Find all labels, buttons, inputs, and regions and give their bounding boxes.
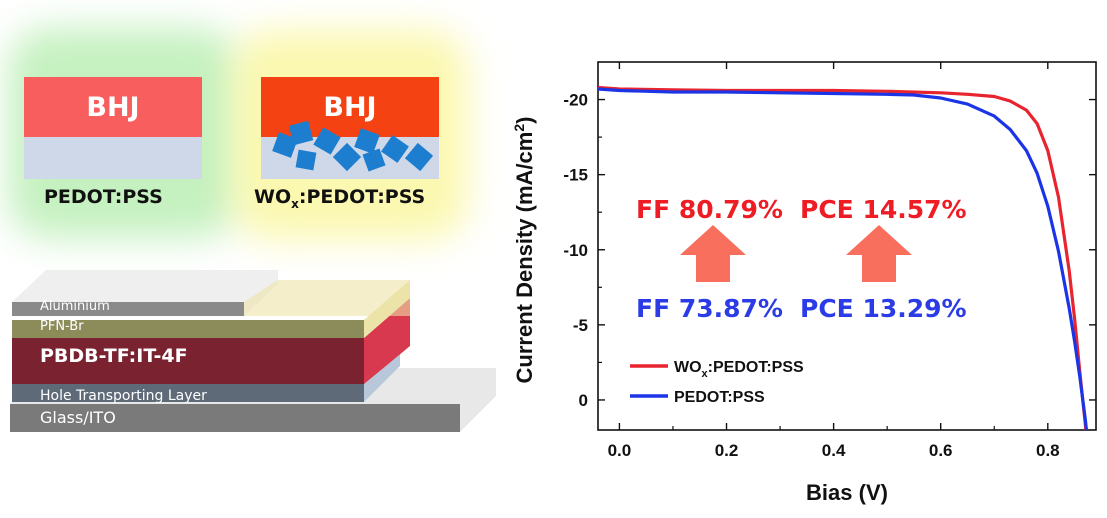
pedot-layer [24, 137, 202, 179]
legend-label-main: WO [674, 359, 702, 376]
wox-particle [381, 135, 409, 163]
y-axis-label-main: Current Density (mA/cm [512, 132, 537, 384]
wox-particle [295, 149, 317, 171]
legend-label-main: PEDOT:PSS [674, 389, 765, 406]
bhj-box-pedot: BHJ [24, 77, 202, 179]
y-tick-label: -5 [573, 316, 588, 335]
wox-particle [354, 128, 380, 154]
y-axis-label: Current Density (mA/cm2) [511, 117, 537, 384]
active-layer-side [364, 298, 410, 384]
wox-particle [404, 142, 434, 172]
x-axis-label: Bias (V) [806, 480, 888, 505]
x-tick-label: 0.6 [929, 441, 953, 460]
chart-annotations: WOx:PEDOT:PSS PEDOT:PSS FF 80.79% PCE 14.57… [630, 195, 967, 406]
wox-particle [362, 148, 386, 172]
x-tick-label: 0.4 [822, 441, 846, 460]
aluminium-top [12, 270, 278, 302]
x-tick-label: 0.0 [608, 441, 632, 460]
y-tick-label: -15 [563, 166, 588, 185]
series-line-1 [598, 87, 1089, 430]
wox-caption-main: WO [254, 186, 292, 208]
x-tick-label: 0.8 [1036, 441, 1060, 460]
ff-old-text: FF 73.87% [636, 294, 783, 323]
pce-new-text: PCE 14.57% [800, 195, 967, 224]
bhj-label: BHJ [86, 91, 140, 123]
pfn-front [12, 320, 364, 338]
legend-label-0: WOx:PEDOT:PSS [674, 359, 804, 380]
y-tick-label: -20 [563, 91, 588, 110]
layer-label-htl: Hole Transporting Layer [40, 388, 207, 404]
wox-particle [272, 132, 298, 158]
legend-label-sub: x [702, 368, 709, 380]
pedot-caption: PEDOT:PSS [44, 186, 163, 208]
y-axis-label-end: ) [512, 117, 537, 124]
layer-label-aluminium: Aluminium [40, 299, 110, 314]
legend-label-rest: :PEDOT:PSS [708, 359, 804, 376]
plot-frame [597, 61, 1097, 431]
series-line-0 [598, 85, 1088, 430]
device-stack [10, 270, 496, 432]
bhj-label: BHJ [323, 91, 377, 123]
x-tick-label: 0.2 [715, 441, 739, 460]
bhj-box-wox: BHJ [261, 77, 439, 179]
chart-axes: 0.0 0.2 0.4 0.6 0.8 0 -5 -10 -15 -20 Bias (V) Curre… [511, 61, 1097, 505]
legend-label-1: PEDOT:PSS [674, 389, 765, 406]
layer-label-active: PBDB-TF:IT-4F [40, 345, 188, 367]
glass-ito-side [460, 368, 496, 432]
wox-particles [272, 120, 434, 172]
active-layer-front [12, 338, 364, 384]
ff-new-text: FF 80.79% [636, 195, 783, 224]
layer-label-pfn: PFN-Br [40, 319, 84, 334]
y-axis-label-sup: 2 [511, 124, 527, 132]
pfn-exposed-top [244, 280, 410, 316]
htl-front [12, 384, 364, 402]
glass-ito-front [10, 404, 460, 432]
pce-old-text: PCE 13.29% [800, 294, 967, 323]
layer-label-glass: Glass/ITO [40, 408, 116, 427]
y-tick-label: -10 [563, 241, 588, 260]
chart-lines [598, 85, 1089, 430]
wox-caption: WOx:PEDOT:PSS [254, 186, 425, 211]
ff-up-arrow [680, 225, 746, 282]
wox-particle [288, 120, 314, 146]
aluminium-front [12, 302, 244, 316]
wox-caption-sub: x [291, 196, 299, 211]
bhj-layer: BHJ [24, 77, 202, 137]
wox-caption-rest: :PEDOT:PSS [298, 186, 426, 208]
pce-up-arrow [846, 225, 912, 282]
wox-particle [313, 127, 341, 155]
y-tick-label: 0 [579, 391, 588, 410]
